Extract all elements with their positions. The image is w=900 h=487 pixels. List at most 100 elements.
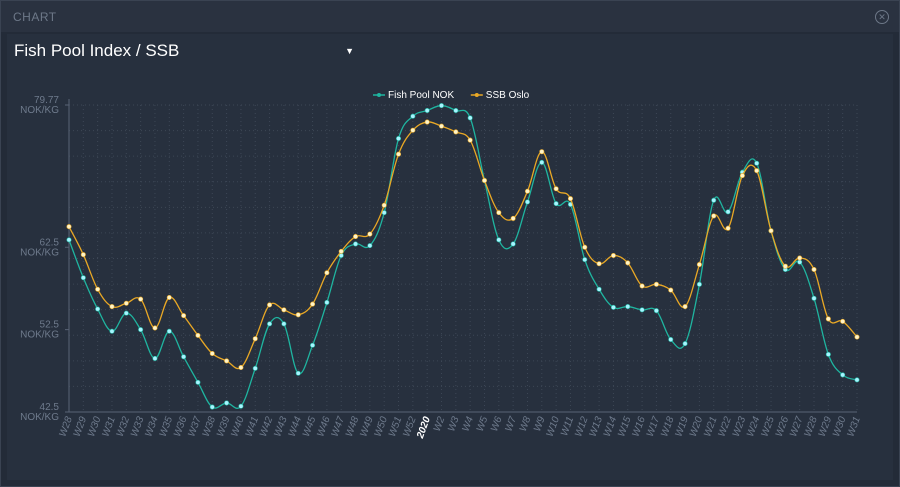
data-point-0: [496, 237, 502, 243]
data-point-0: [754, 160, 760, 166]
data-point-1: [152, 325, 158, 331]
legend-label-1: SSB Oslo: [486, 90, 530, 101]
data-point-1: [510, 215, 516, 221]
data-point-1: [95, 286, 101, 292]
y-tick-unit: NOK/KG: [20, 105, 59, 116]
data-point-1: [396, 151, 402, 157]
data-point-1: [840, 318, 846, 324]
data-point-0: [252, 365, 258, 371]
data-point-0: [353, 241, 359, 247]
data-point-1: [754, 168, 760, 174]
data-point-1: [481, 178, 487, 184]
data-point-1: [181, 313, 187, 319]
data-point-0: [281, 321, 287, 327]
data-point-0: [224, 400, 230, 406]
data-point-0: [840, 372, 846, 378]
data-point-1: [567, 196, 573, 202]
close-icon[interactable]: ✕: [875, 10, 889, 24]
data-point-1: [353, 234, 359, 240]
data-point-1: [825, 316, 831, 322]
data-point-0: [396, 136, 402, 142]
data-point-0: [238, 403, 244, 409]
data-point-1: [295, 312, 301, 318]
y-tick-label: 42.5: [40, 402, 60, 413]
data-point-0: [439, 103, 445, 109]
data-point-0: [696, 281, 702, 287]
data-point-0: [725, 209, 731, 215]
data-point-0: [639, 307, 645, 313]
legend-label-0: Fish Pool NOK: [388, 90, 454, 101]
series-selector-dropdown[interactable]: Fish Pool Index / SSB ▼: [14, 40, 354, 64]
data-point-0: [324, 299, 330, 305]
data-point-0: [166, 328, 172, 334]
data-point-1: [80, 252, 86, 258]
data-point-0: [539, 159, 545, 165]
data-point-1: [439, 123, 445, 129]
data-point-1: [696, 262, 702, 268]
x-tick-label: W4: [461, 415, 477, 433]
data-point-1: [768, 228, 774, 234]
data-point-0: [653, 308, 659, 314]
data-point-1: [596, 261, 602, 267]
x-tick-label: W6: [489, 415, 505, 433]
data-point-0: [711, 197, 717, 203]
data-point-0: [510, 241, 516, 247]
data-point-1: [367, 231, 373, 237]
data-point-0: [625, 304, 631, 310]
data-point-1: [310, 301, 316, 307]
data-point-1: [553, 186, 559, 192]
x-tick-label: W31: [845, 415, 862, 438]
data-point-1: [453, 129, 459, 135]
data-point-1: [424, 119, 430, 125]
data-point-0: [109, 328, 115, 334]
data-point-1: [195, 332, 201, 338]
data-point-1: [238, 365, 244, 371]
data-point-0: [138, 327, 144, 333]
data-point-0: [209, 404, 215, 410]
y-tick-unit: NOK/KG: [20, 247, 59, 258]
data-point-0: [582, 257, 588, 263]
data-point-1: [797, 255, 803, 261]
x-tick-label: W8: [518, 415, 534, 433]
x-tick-label: W3: [446, 415, 462, 433]
data-point-0: [195, 379, 201, 385]
data-point-1: [252, 336, 258, 342]
data-point-1: [209, 351, 215, 357]
data-point-1: [811, 266, 817, 272]
data-point-0: [553, 201, 559, 207]
data-point-1: [668, 287, 674, 293]
data-point-1: [281, 307, 287, 313]
data-point-1: [524, 188, 530, 194]
data-point-0: [424, 108, 430, 114]
data-point-1: [610, 252, 616, 258]
data-point-0: [152, 355, 158, 361]
data-point-1: [725, 225, 731, 231]
x-tick-label: W5: [475, 415, 491, 433]
data-point-1: [267, 302, 273, 308]
series-line-1: [68, 121, 858, 370]
data-point-0: [66, 237, 72, 243]
data-point-0: [123, 310, 129, 316]
y-tick-label: 62.5: [40, 237, 60, 248]
data-point-0: [811, 295, 817, 301]
data-point-0: [854, 377, 860, 383]
data-point-1: [854, 334, 860, 340]
data-point-0: [367, 243, 373, 249]
data-point-0: [797, 259, 803, 265]
data-point-1: [410, 127, 416, 133]
y-tick-label: 79.77: [34, 95, 59, 106]
x-tick-label: W2: [432, 415, 448, 433]
data-point-1: [653, 281, 659, 287]
data-point-0: [80, 275, 86, 281]
data-point-0: [267, 321, 273, 327]
data-point-1: [739, 173, 745, 179]
data-point-1: [138, 296, 144, 302]
data-point-0: [410, 113, 416, 119]
data-point-0: [467, 115, 473, 121]
data-point-0: [825, 351, 831, 357]
window-titlebar: CHART ✕: [1, 1, 899, 32]
selector-value: Fish Pool Index / SSB: [14, 41, 180, 60]
y-tick-unit: NOK/KG: [20, 330, 59, 341]
data-point-0: [524, 199, 530, 205]
data-point-1: [66, 224, 72, 230]
